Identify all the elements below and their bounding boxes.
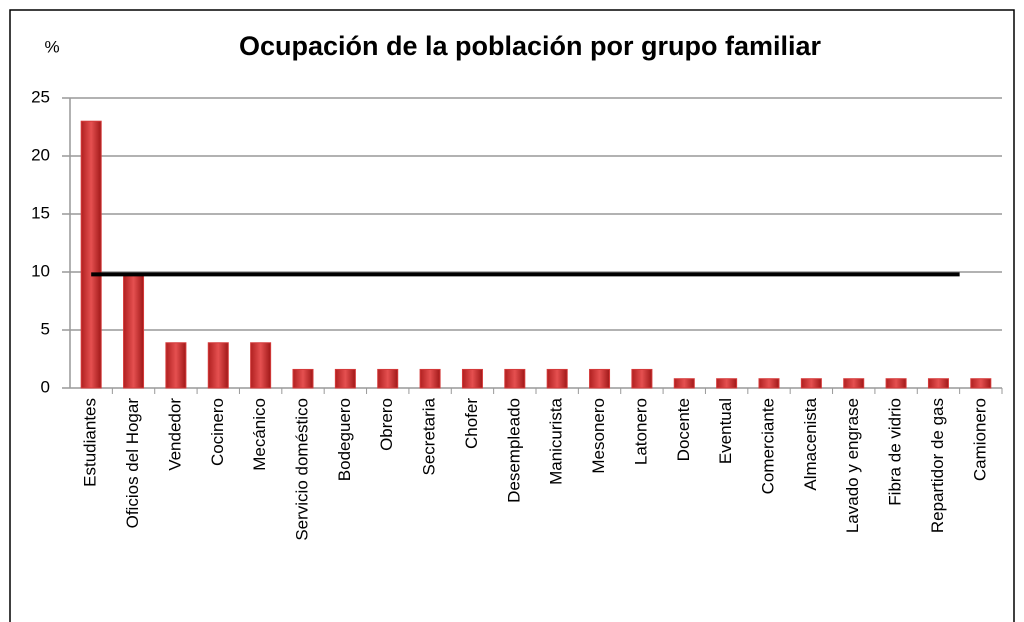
bar (419, 368, 441, 389)
x-tick-label: Servicio doméstico (292, 398, 311, 541)
y-tick-label: 0 (41, 377, 50, 396)
x-tick-label: Oficios del Hogar (123, 398, 142, 529)
y-tick-label: 20 (31, 145, 50, 164)
y-tick-label: 15 (31, 203, 50, 222)
x-tick-label: Docente (674, 398, 693, 461)
x-tick-label: Manicurista (547, 397, 566, 484)
bar (546, 368, 568, 389)
bar (673, 378, 695, 389)
x-tick-label: Mecánico (250, 398, 269, 471)
x-tick-label: Desempleado (504, 398, 523, 503)
x-tick-label: Secretaria (420, 397, 439, 475)
x-tick-label: Chofer (462, 398, 481, 449)
x-tick-label: Camionero (970, 398, 989, 481)
bar (250, 342, 272, 389)
x-tick-label: Almacenista (801, 397, 820, 490)
x-tick-label: Repartidor de gas (928, 398, 947, 533)
bar (80, 120, 102, 389)
bar (589, 368, 611, 389)
bar (843, 378, 865, 389)
bar (207, 342, 229, 389)
x-tick-label: Mesonero (589, 398, 608, 474)
bar (292, 368, 314, 389)
bar (504, 368, 526, 389)
bar (927, 378, 949, 389)
x-tick-label: Cocinero (208, 398, 227, 466)
x-tick-label: Fibra de vidrio (886, 398, 905, 506)
bar (334, 368, 356, 389)
x-tick-label: Latonero (631, 398, 650, 465)
bar (885, 378, 907, 389)
x-tick-label: Bodeguero (335, 398, 354, 481)
y-tick-label: 10 (31, 261, 50, 280)
x-tick-label: Lavado y engrase (843, 398, 862, 533)
bar (716, 378, 738, 389)
y-tick-label: 25 (31, 87, 50, 106)
y-unit: % (44, 37, 59, 56)
bar (461, 368, 483, 389)
chart-title: Ocupación de la población por grupo fami… (239, 31, 822, 61)
bar (123, 273, 145, 389)
x-tick-label: Eventual (716, 398, 735, 464)
frame (9, 9, 1015, 622)
x-tick-label: Obrero (377, 398, 396, 451)
bar (970, 378, 992, 389)
bar (800, 378, 822, 389)
x-tick-label: Vendedor (165, 398, 184, 471)
bar (377, 368, 399, 389)
y-tick-label: 5 (41, 319, 50, 338)
x-tick-label: Comerciante (758, 398, 777, 494)
bar (758, 378, 780, 389)
bar (165, 342, 187, 389)
x-tick-label: Estudiantes (81, 398, 100, 487)
bar (631, 368, 653, 389)
